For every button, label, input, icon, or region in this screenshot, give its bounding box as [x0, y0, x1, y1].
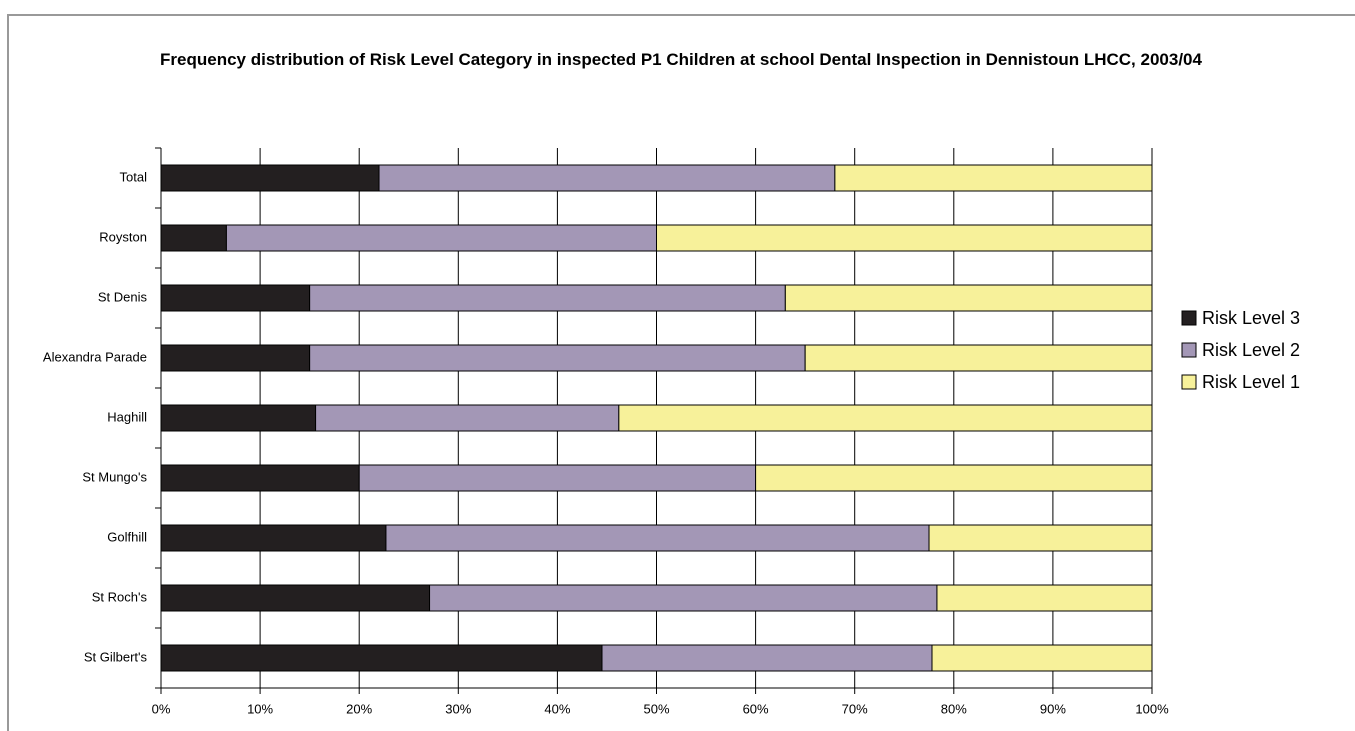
y-tick-label: Alexandra Parade	[43, 349, 147, 364]
x-tick-label: 10%	[247, 701, 273, 716]
bar-segment	[160, 224, 227, 252]
x-tick-label: 80%	[941, 701, 967, 716]
bar-segment	[309, 344, 806, 372]
y-tick-label: St Gilbert's	[84, 649, 148, 664]
bar-segment	[160, 524, 387, 552]
bar-segment	[225, 224, 657, 252]
bar-segment	[315, 404, 620, 432]
bar-segment	[160, 284, 311, 312]
chart-frame	[7, 14, 1355, 731]
x-tick-label: 20%	[346, 701, 372, 716]
legend-label: Risk Level 3	[1202, 308, 1300, 328]
x-tick-label: 40%	[544, 701, 570, 716]
bar-segment	[429, 584, 938, 612]
bar-segment	[385, 524, 930, 552]
bar-segment	[656, 224, 1153, 252]
bar-segment	[160, 404, 317, 432]
bar-segment	[358, 464, 757, 492]
bar-segment	[804, 344, 1153, 372]
legend-swatch	[1181, 374, 1197, 390]
bar-segment	[931, 644, 1153, 672]
y-tick-label: Total	[120, 169, 148, 184]
x-tick-label: 70%	[842, 701, 868, 716]
y-tick-label: St Roch's	[92, 589, 148, 604]
bar-segment	[378, 164, 836, 192]
bar-segment	[160, 464, 360, 492]
y-tick-label: Haghill	[107, 409, 147, 424]
legend-label: Risk Level 1	[1202, 372, 1300, 392]
bar-segment	[160, 584, 431, 612]
bar-segment	[928, 524, 1153, 552]
x-tick-label: 90%	[1040, 701, 1066, 716]
x-tick-label: 60%	[743, 701, 769, 716]
y-tick-label: Golfhill	[107, 529, 147, 544]
x-tick-label: 50%	[643, 701, 669, 716]
y-tick-label: St Mungo's	[82, 469, 147, 484]
bar-segment	[309, 284, 786, 312]
bar-segment	[834, 164, 1153, 192]
y-tick-label: Royston	[99, 229, 147, 244]
x-tick-label: 100%	[1135, 701, 1169, 716]
x-tick-label: 30%	[445, 701, 471, 716]
legend-swatch	[1181, 342, 1197, 358]
bar-segment	[784, 284, 1153, 312]
bar-segment	[601, 644, 933, 672]
bar-segment	[160, 164, 380, 192]
x-tick-label: 0%	[152, 701, 171, 716]
bar-segment	[755, 464, 1153, 492]
y-tick-label: St Denis	[98, 289, 148, 304]
bar-segment	[160, 344, 311, 372]
legend-label: Risk Level 2	[1202, 340, 1300, 360]
chart-title: Frequency distribution of Risk Level Cat…	[160, 50, 1202, 69]
bar-segment	[618, 404, 1153, 432]
legend-swatch	[1181, 310, 1197, 326]
bar-segment	[160, 644, 603, 672]
bar-segment	[936, 584, 1153, 612]
